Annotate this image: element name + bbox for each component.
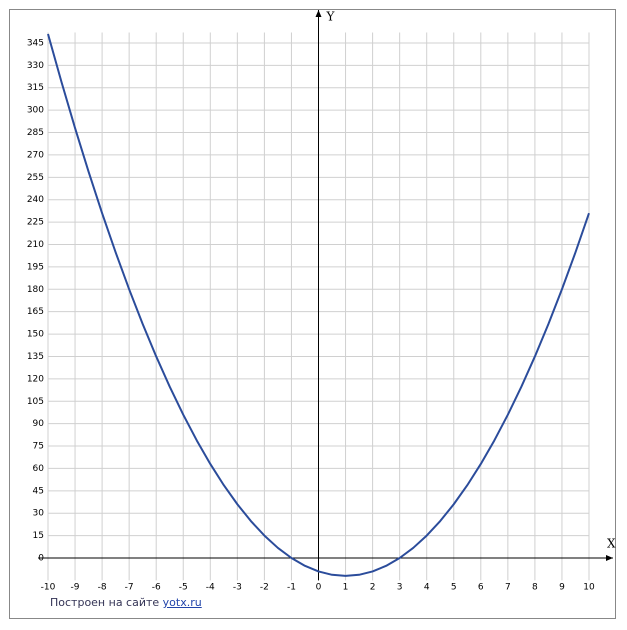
curve [47, 33, 590, 577]
x-tick-label: 10 [583, 583, 595, 593]
y-tick-label: 30 [33, 509, 45, 519]
y-tick-label: 120 [27, 374, 44, 384]
y-tick-label: 240 [27, 195, 44, 205]
y-tick-label: 15 [33, 531, 44, 541]
x-tick-label: 4 [424, 583, 430, 593]
x-tick-label: 9 [559, 583, 565, 593]
x-tick-label: -4 [206, 583, 215, 593]
x-tick-label: 6 [478, 583, 484, 593]
y-axis-label: Y [326, 10, 336, 24]
y-tick-label: 300 [27, 106, 44, 116]
y-tick-label: 285 [27, 128, 44, 138]
x-tick-label: 2 [370, 583, 376, 593]
y-tick-label: 105 [27, 397, 44, 407]
x-tick-label: 5 [451, 583, 457, 593]
x-tick-label: 0 [316, 583, 322, 593]
y-tick-label: 270 [27, 150, 44, 160]
x-tick-label: -7 [125, 583, 134, 593]
x-tick-label: 7 [505, 583, 511, 593]
x-tick-label: -5 [179, 583, 188, 593]
y-tick-label: 60 [33, 464, 45, 474]
y-tick-label: 345 [27, 38, 44, 48]
frame [9, 9, 616, 619]
y-tick-label: 90 [33, 419, 45, 429]
y-tick-label: 210 [27, 240, 44, 250]
y-tick-label: 45 [33, 486, 44, 496]
y-tick-label: 75 [33, 442, 44, 452]
y-tick-label: 330 [27, 61, 44, 71]
x-tick-label: -6 [152, 583, 161, 593]
footer-link[interactable]: yotx.ru [162, 596, 202, 609]
x-tick-label: 1 [343, 583, 349, 593]
x-tick-label: -1 [287, 583, 296, 593]
x-axis-label: X [607, 537, 616, 551]
footer: Построен на сайте yotx.ru [50, 596, 202, 609]
x-tick-label: -8 [98, 583, 107, 593]
y-tick-label: 315 [27, 83, 44, 93]
y-tick-label: 135 [27, 352, 44, 362]
x-tick-label: -9 [71, 583, 80, 593]
y-tick-label: 150 [27, 330, 44, 340]
x-tick-label: -10 [41, 583, 56, 593]
y-tick-label: 195 [27, 262, 44, 272]
y-tick-label: 165 [27, 307, 44, 317]
x-tick-label: 3 [397, 583, 403, 593]
y-tick-label: 225 [27, 218, 44, 228]
x-tick-label: 8 [532, 583, 538, 593]
x-tick-label: -2 [260, 583, 269, 593]
y-tick-label: 255 [27, 173, 44, 183]
y-tick-label: 180 [27, 285, 44, 295]
footer-text: Построен на сайте [50, 596, 160, 609]
x-tick-label: -3 [233, 583, 242, 593]
